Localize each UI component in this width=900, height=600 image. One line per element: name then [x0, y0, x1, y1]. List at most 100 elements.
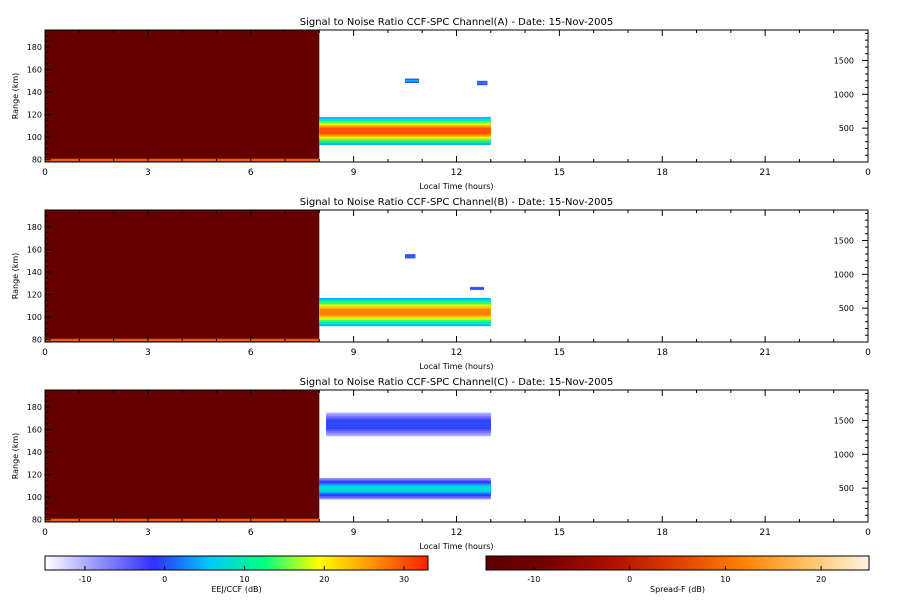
echo-band-layer: [405, 80, 419, 82]
colorbar-gradient: [44, 555, 429, 571]
y-tick-label: 100: [27, 313, 42, 322]
x-axis: 0 3 6 9 12 15 18 21 0: [42, 210, 871, 358]
y-tick-label: 80: [32, 516, 42, 525]
colorbar-tick-label: 20: [816, 575, 826, 584]
x-tick-label: 21: [759, 528, 770, 538]
y-axis-label: Range (km): [11, 433, 20, 480]
y-axis-label: Range (km): [11, 73, 20, 120]
x-tick-label: 12: [451, 348, 462, 358]
y-axis: 80 100 120 140 160 180: [27, 35, 51, 165]
x-tick-label: 21: [759, 168, 770, 178]
echo-band: [477, 80, 488, 86]
colorbar-tick-label: 10: [720, 575, 730, 584]
y2-tick-label: 1500: [834, 56, 854, 65]
y2-axis: 500 1000 1500: [834, 32, 868, 156]
y-axis: 80 100 120 140 160 180: [27, 395, 51, 525]
x-tick-label: 9: [351, 348, 357, 358]
y-tick-label: 180: [27, 403, 42, 412]
colorbar-gradient: [485, 555, 870, 571]
plot-area: [45, 390, 491, 522]
y2-tick-label: 500: [839, 484, 854, 493]
x-axis-label: Local Time (hours): [419, 182, 493, 191]
colorbar-tick-label: 0: [162, 575, 167, 584]
echo-band-layer: [470, 287, 484, 289]
y-axis-label: Range (km): [11, 253, 20, 300]
y-tick-label: 160: [27, 65, 42, 74]
x-axis-label: Local Time (hours): [419, 542, 493, 551]
x-axis-label: Local Time (hours): [419, 362, 493, 371]
x-tick-label: 15: [554, 528, 565, 538]
x-tick-label: 0: [865, 168, 871, 178]
echo-band-layer: [326, 421, 491, 428]
snr-panel-3: Signal to Noise Ratio CCF-SPC Channel(C)…: [11, 377, 871, 551]
plot-area: [45, 210, 491, 342]
x-tick-label: 3: [145, 348, 151, 358]
x-tick-label: 6: [248, 348, 254, 358]
x-tick-label: 0: [42, 168, 48, 178]
echo-band: [405, 78, 419, 84]
y-tick-label: 120: [27, 291, 42, 300]
snr-panel-2: Signal to Noise Ratio CCF-SPC Channel(B)…: [11, 197, 871, 371]
x-tick-label: 0: [42, 528, 48, 538]
x-tick-label: 9: [351, 528, 357, 538]
colorbar-tick-label: -10: [78, 575, 91, 584]
x-tick-label: 21: [759, 348, 770, 358]
echo-band: [326, 412, 491, 437]
panel-title: Signal to Noise Ratio CCF-SPC Channel(B)…: [300, 197, 614, 208]
echo-band: [319, 116, 491, 146]
y2-tick-label: 1500: [834, 236, 854, 245]
colorbar-tick-label: 20: [319, 575, 329, 584]
x-axis: 0 3 6 9 12 15 18 21 0: [42, 390, 871, 538]
spread-f-block: [45, 30, 320, 162]
x-tick-label: 18: [657, 348, 669, 358]
y2-tick-label: 1500: [834, 416, 854, 425]
spread-f-colorbar: -10 0 10 20 Spread-F (dB): [485, 555, 870, 594]
echo-band-layer: [319, 486, 491, 492]
colorbar-tick-label: 0: [627, 575, 632, 584]
y2-tick-label: 500: [839, 304, 854, 313]
spread-f-block: [45, 390, 320, 522]
y-tick-label: 100: [27, 133, 42, 142]
x-tick-label: 18: [657, 528, 669, 538]
colorbar-label: EEJ/CCF (dB): [211, 585, 261, 594]
colorbar-tick-label: -10: [527, 575, 540, 584]
y-tick-label: 180: [27, 43, 42, 52]
y-tick-label: 140: [27, 448, 42, 457]
eej-ccf-colorbar: -10 0 10 20 30 EEJ/CCF (dB): [44, 555, 429, 594]
y2-axis: 500 1000 1500: [834, 212, 868, 336]
y-tick-label: 160: [27, 245, 42, 254]
y2-tick-label: 500: [839, 124, 854, 133]
x-axis: 0 3 6 9 12 15 18 21 0: [42, 30, 871, 178]
x-tick-label: 9: [351, 168, 357, 178]
y-tick-label: 80: [32, 156, 42, 165]
x-tick-label: 12: [451, 168, 462, 178]
y2-tick-label: 1000: [834, 270, 854, 279]
echo-band: [470, 286, 484, 291]
y-tick-label: 140: [27, 88, 42, 97]
panel-title: Signal to Noise Ratio CCF-SPC Channel(C)…: [300, 377, 614, 388]
echo-band: [319, 478, 491, 500]
x-tick-label: 0: [865, 348, 871, 358]
plot-area: [45, 30, 491, 162]
x-tick-label: 15: [554, 168, 565, 178]
x-tick-label: 15: [554, 348, 565, 358]
y-tick-label: 120: [27, 471, 42, 480]
y-axis: 80 100 120 140 160 180: [27, 215, 51, 345]
spread-f-block: [45, 210, 320, 342]
y2-tick-label: 1000: [834, 90, 854, 99]
x-tick-label: 18: [657, 168, 669, 178]
panel-title: Signal to Noise Ratio CCF-SPC Channel(A)…: [300, 17, 614, 28]
y-tick-label: 180: [27, 223, 42, 232]
colorbar-tick-label: 10: [239, 575, 249, 584]
x-tick-label: 3: [145, 528, 151, 538]
x-tick-label: 3: [145, 168, 151, 178]
snr-panel-1: Signal to Noise Ratio CCF-SPC Channel(A)…: [11, 17, 871, 191]
x-tick-label: 6: [248, 168, 254, 178]
x-tick-label: 0: [42, 348, 48, 358]
y2-axis: 500 1000 1500: [834, 392, 868, 516]
echo-band: [319, 298, 491, 327]
y-tick-label: 120: [27, 111, 42, 120]
colorbar-tick-label: 30: [399, 575, 409, 584]
echo-band-layer: [319, 127, 491, 135]
